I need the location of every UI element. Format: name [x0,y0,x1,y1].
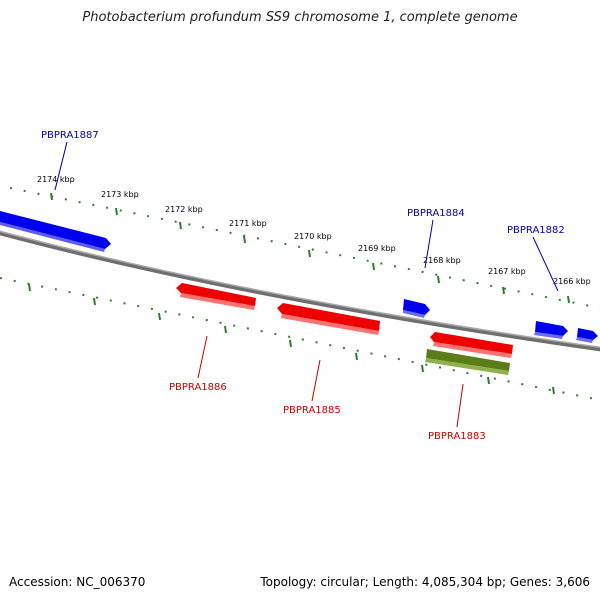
tick-labels: 2174 kbp 2173 kbp 2172 kbp 2171 kbp 2170… [37,175,591,286]
gene-PBPRA1886[interactable] [176,283,256,310]
gene-label[interactable]: PBPRA1884 [407,208,465,219]
tick-label: 2172 kbp [165,205,203,214]
gene-PBPRA1885[interactable] [277,303,380,335]
gene-labels: PBPRA1887 PBPRA1886 PBPRA1885 PBPRA1884 … [41,130,565,442]
gene-PBPRA1884[interactable] [403,299,430,318]
tick-label: 2168 kbp [423,256,461,265]
genome-summary-text: Topology: circular; Length: 4,085,304 bp… [260,575,590,589]
gene-label[interactable]: PBPRA1886 [169,382,227,393]
gene-label[interactable]: PBPRA1887 [41,130,99,141]
gene-label[interactable]: PBPRA1883 [428,431,486,442]
tick-label: 2170 kbp [294,232,332,241]
inner-ruler [0,277,600,401]
tick-label: 2173 kbp [101,190,139,199]
map-title: Photobacterium profundum SS9 chromosome … [82,10,518,25]
tick-label: 2169 kbp [358,244,396,253]
tick-label: 2166 kbp [553,277,591,286]
gene-PBPRA1883-feature[interactable] [425,349,510,375]
gene-partial-forward[interactable] [576,328,598,343]
gene-PBPRA1883-cds[interactable] [430,332,513,358]
tick-label: 2167 kbp [488,267,526,276]
tick-label: 2171 kbp [229,219,267,228]
chromosome-backbone [0,231,600,352]
accession-text: Accession: NC_006370 [9,575,146,589]
gene-label[interactable]: PBPRA1882 [507,225,565,236]
gene-label[interactable]: PBPRA1885 [283,405,341,416]
gene-PBPRA1887[interactable] [0,211,111,252]
gene-PBPRA1882[interactable] [534,321,568,339]
gene-leader-lines [54,141,559,428]
tick-label: 2174 kbp [37,175,75,184]
outer-ruler [9,187,600,309]
